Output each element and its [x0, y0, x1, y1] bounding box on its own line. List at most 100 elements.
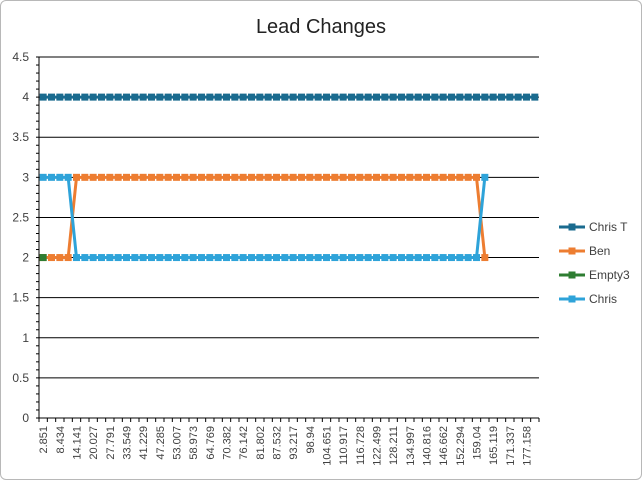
x-tick-label: 146.662 — [438, 426, 450, 466]
x-tick-label: 47.285 — [155, 426, 167, 460]
data-point — [198, 173, 205, 181]
x-tick-label: 159.04 — [472, 426, 484, 460]
data-point — [281, 254, 289, 262]
data-point — [248, 93, 255, 101]
data-point — [414, 254, 422, 262]
y-tick-label: 1.5 — [12, 291, 29, 305]
x-tick-label: 152.294 — [455, 426, 467, 466]
data-point — [56, 93, 64, 101]
data-point — [73, 254, 80, 262]
x-tick-label: 58.973 — [188, 426, 200, 460]
data-point — [306, 173, 314, 181]
data-point — [73, 93, 80, 101]
chart-title: Lead Changes — [256, 16, 386, 38]
y-tick-label: 1 — [22, 331, 29, 345]
data-point — [381, 93, 389, 101]
data-point — [231, 254, 239, 262]
axes — [36, 56, 540, 422]
data-point — [423, 173, 430, 181]
data-point — [198, 254, 205, 262]
data-point — [514, 93, 522, 101]
x-tick-label: 20.027 — [88, 426, 100, 460]
data-point — [273, 93, 280, 101]
data-point — [48, 173, 55, 181]
y-tick-label: 2 — [22, 251, 29, 265]
data-point — [106, 254, 114, 262]
data-point — [339, 254, 347, 262]
data-point — [314, 254, 322, 262]
data-point — [356, 254, 364, 262]
legend: Chris T Ben Empty3 Chris — [559, 220, 630, 306]
data-point — [406, 173, 414, 181]
legend-marker — [568, 295, 576, 303]
data-point — [39, 93, 47, 101]
legend-marker — [568, 247, 576, 255]
series-ben — [39, 173, 489, 262]
legend-marker — [568, 271, 576, 279]
data-point — [123, 173, 130, 181]
data-point — [264, 173, 272, 181]
data-point — [306, 254, 314, 262]
data-point — [264, 254, 272, 262]
data-point — [81, 254, 89, 262]
legend-item: Ben — [559, 244, 610, 258]
data-point — [348, 254, 355, 262]
x-tick-label: 98.94 — [305, 426, 317, 454]
data-point — [373, 173, 380, 181]
data-point — [114, 173, 122, 181]
x-tick-label: 177.158 — [522, 426, 534, 466]
data-point — [323, 254, 330, 262]
data-point — [439, 173, 447, 181]
data-point — [381, 254, 389, 262]
legend-label: Empty3 — [589, 268, 630, 282]
data-point — [364, 93, 372, 101]
data-point — [481, 254, 489, 262]
x-tick-label: 27.791 — [105, 426, 117, 460]
data-point — [331, 173, 339, 181]
data-point — [64, 173, 72, 181]
legend-item: Chris T — [559, 220, 628, 234]
data-point — [448, 173, 455, 181]
data-point — [256, 173, 264, 181]
data-point — [81, 173, 89, 181]
plot-area — [39, 93, 539, 262]
data-point — [389, 254, 397, 262]
x-tick-label: 70.382 — [222, 426, 234, 460]
data-point — [473, 93, 480, 101]
data-point — [448, 254, 455, 262]
x-tick-label: 33.549 — [122, 426, 134, 460]
data-point — [148, 173, 155, 181]
data-point — [298, 254, 305, 262]
data-point — [373, 254, 380, 262]
data-point — [506, 93, 514, 101]
data-point — [239, 254, 247, 262]
data-point — [148, 93, 155, 101]
x-tick-label: 128.211 — [388, 426, 400, 465]
data-point — [131, 254, 139, 262]
data-point — [256, 93, 264, 101]
data-point — [523, 93, 530, 101]
data-point — [306, 93, 314, 101]
data-point — [239, 173, 247, 181]
data-point — [256, 254, 264, 262]
data-point — [173, 254, 180, 262]
data-point — [431, 254, 439, 262]
data-point — [389, 93, 397, 101]
x-tick-label: 116.728 — [355, 426, 367, 465]
data-point — [389, 173, 397, 181]
data-point — [298, 93, 305, 101]
data-point — [214, 254, 222, 262]
data-point — [339, 173, 347, 181]
gridlines — [39, 56, 539, 379]
data-point — [456, 173, 464, 181]
data-point — [214, 173, 222, 181]
data-point — [73, 173, 80, 181]
data-point — [373, 93, 380, 101]
data-point — [348, 173, 355, 181]
data-point — [114, 254, 122, 262]
data-point — [139, 93, 147, 101]
data-point — [156, 93, 164, 101]
data-point — [156, 254, 164, 262]
data-point — [273, 254, 280, 262]
